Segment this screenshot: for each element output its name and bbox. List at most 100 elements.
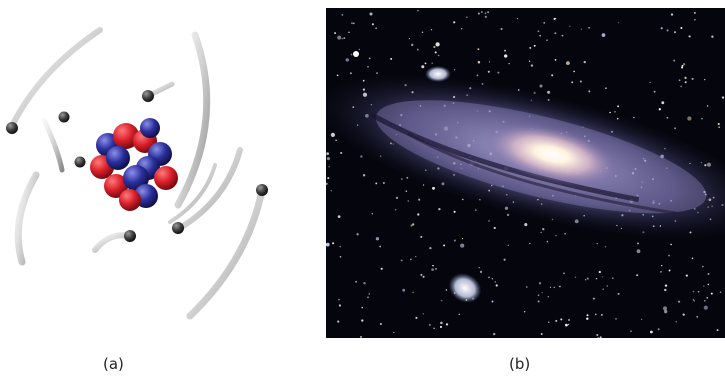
- electron: [142, 90, 154, 102]
- star: [476, 74, 479, 77]
- star: [569, 25, 571, 27]
- star: [614, 111, 616, 113]
- proton: [154, 166, 178, 190]
- star: [653, 90, 656, 93]
- star: [630, 330, 632, 332]
- galaxy-svg: [326, 8, 725, 338]
- star: [588, 90, 591, 93]
- star: [500, 27, 503, 30]
- star: [691, 257, 694, 260]
- star: [529, 46, 532, 49]
- star: [328, 166, 330, 168]
- star: [693, 11, 696, 14]
- star: [368, 57, 371, 60]
- star: [484, 15, 487, 18]
- star: [641, 318, 643, 320]
- neutron: [123, 165, 149, 191]
- star: [415, 255, 417, 258]
- star: [685, 274, 688, 277]
- star: [605, 87, 607, 90]
- star: [541, 291, 543, 294]
- star: [703, 305, 708, 310]
- star: [453, 239, 456, 242]
- star: [433, 327, 435, 330]
- star: [692, 290, 695, 293]
- electron: [124, 230, 136, 242]
- star: [415, 316, 418, 319]
- star: [416, 48, 419, 51]
- star: [335, 139, 337, 142]
- star: [571, 81, 574, 84]
- atom-svg: [6, 27, 268, 320]
- star: [326, 152, 330, 156]
- star: [440, 321, 443, 325]
- star: [349, 72, 352, 75]
- star: [633, 116, 635, 119]
- star: [481, 11, 483, 13]
- star: [352, 22, 355, 25]
- star: [548, 321, 550, 323]
- star: [661, 101, 665, 105]
- star: [438, 207, 441, 211]
- star: [691, 77, 694, 80]
- star: [528, 60, 531, 62]
- electron-trails: [9, 27, 266, 320]
- star: [664, 288, 667, 292]
- star: [491, 278, 493, 280]
- star: [345, 58, 350, 62]
- star: [615, 318, 617, 320]
- star: [660, 264, 663, 267]
- star: [680, 27, 683, 29]
- star: [359, 335, 363, 338]
- star: [488, 276, 490, 279]
- star: [348, 31, 350, 34]
- star: [553, 17, 556, 20]
- star: [488, 61, 491, 63]
- star: [598, 270, 601, 274]
- star: [369, 12, 373, 16]
- star: [363, 281, 366, 285]
- electron: [256, 184, 268, 196]
- star: [586, 314, 589, 317]
- star: [432, 264, 434, 267]
- star: [422, 275, 425, 278]
- star: [540, 231, 542, 234]
- star: [584, 278, 587, 281]
- star: [673, 59, 676, 62]
- star: [637, 242, 639, 245]
- star: [547, 296, 549, 298]
- star: [405, 190, 408, 192]
- star: [371, 212, 374, 215]
- star: [326, 242, 330, 247]
- star: [417, 9, 419, 12]
- star: [599, 336, 602, 338]
- star: [657, 328, 660, 331]
- star: [565, 61, 570, 66]
- star: [606, 285, 609, 287]
- star: [549, 286, 552, 289]
- star: [688, 35, 691, 38]
- star: [553, 286, 555, 289]
- star: [390, 57, 393, 60]
- star: [711, 35, 714, 38]
- star: [586, 317, 589, 320]
- star: [337, 215, 341, 218]
- star: [693, 300, 695, 302]
- star: [701, 117, 703, 120]
- star: [588, 26, 590, 29]
- star: [636, 274, 639, 277]
- star: [666, 29, 669, 32]
- star: [546, 240, 549, 243]
- star: [596, 334, 599, 336]
- star: [574, 276, 577, 278]
- electron: [58, 111, 70, 123]
- star: [692, 298, 695, 301]
- star: [453, 210, 456, 213]
- star: [367, 65, 369, 68]
- star: [375, 27, 377, 30]
- star: [706, 297, 709, 299]
- star: [376, 72, 378, 74]
- star: [440, 299, 443, 302]
- star: [719, 291, 722, 293]
- star: [461, 198, 464, 201]
